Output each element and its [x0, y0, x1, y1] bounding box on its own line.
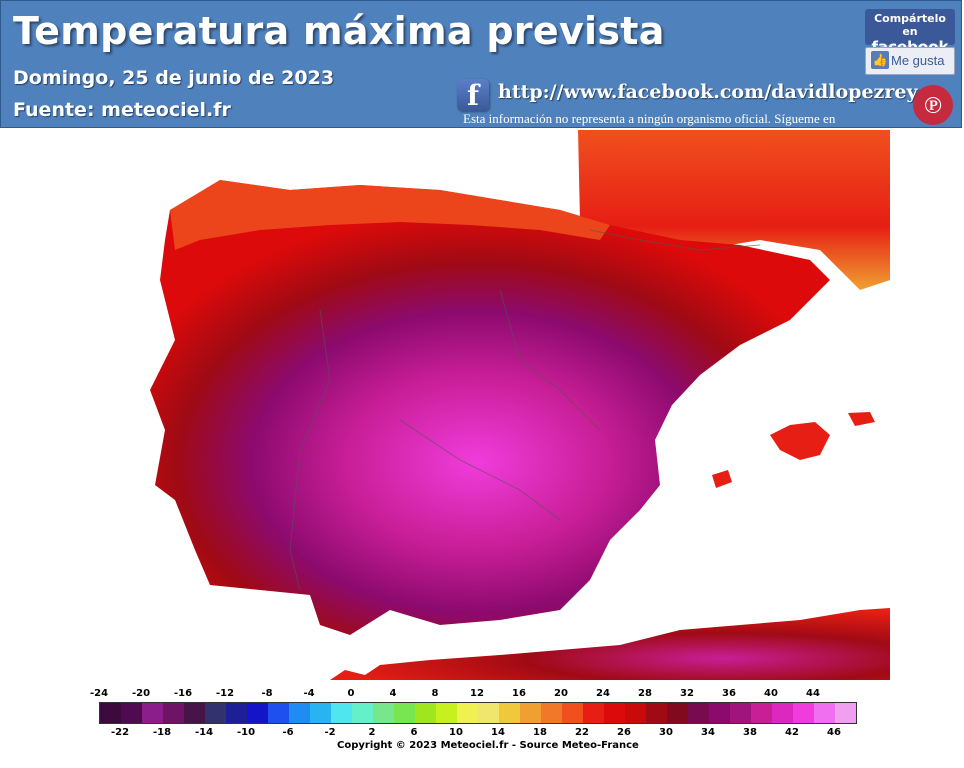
thumbs-up-icon: 👍: [871, 51, 889, 69]
legend-swatch: [247, 703, 268, 723]
legend-swatch: [457, 703, 478, 723]
page-title: Temperatura máxima prevista: [13, 9, 665, 53]
legend-tick-label: -22: [110, 727, 130, 738]
share-label: Compártelo en: [874, 12, 946, 38]
iberian-peninsula: [150, 180, 830, 635]
legend-swatch: [289, 703, 310, 723]
borders: [289, 229, 761, 591]
legend-swatch: [184, 703, 205, 723]
legend-swatch: [268, 703, 289, 723]
legend-swatch: [562, 703, 583, 723]
legend-tick-label: -4: [303, 688, 315, 699]
like-label: Me gusta: [891, 53, 945, 68]
legend-swatch: [541, 703, 562, 723]
legend-swatch: [814, 703, 835, 723]
legend-swatch: [100, 703, 121, 723]
legend-tick-label: 14: [491, 727, 505, 738]
legend-tick-label: 22: [575, 727, 589, 738]
color-legend: Copyright © 2023 Meteociel.fr - Source M…: [0, 684, 964, 768]
legend-tick-label: -10: [236, 727, 256, 738]
north-africa: [330, 608, 890, 680]
legend-swatch: [373, 703, 394, 723]
legend-swatch: [730, 703, 751, 723]
legend-tick-label: 4: [389, 688, 397, 699]
legend-tick-label: -24: [89, 688, 109, 699]
legend-tick-label: 28: [638, 688, 652, 699]
legend-swatch: [688, 703, 709, 723]
legend-swatch: [415, 703, 436, 723]
legend-swatch: [226, 703, 247, 723]
legend-tick-label: 12: [470, 688, 484, 699]
legend-tick-label: 8: [431, 688, 439, 699]
legend-tick-label: -20: [131, 688, 151, 699]
france-region: [578, 130, 890, 290]
legend-tick-label: 40: [764, 688, 778, 699]
legend-tick-label: -6: [282, 727, 294, 738]
copyright-text: Copyright © 2023 Meteociel.fr - Source M…: [337, 740, 639, 751]
legend-tick-label: 6: [410, 727, 418, 738]
legend-swatch: [331, 703, 352, 723]
legend-tick-label: 46: [827, 727, 841, 738]
legend-tick-label: 20: [554, 688, 568, 699]
legend-swatch: [436, 703, 457, 723]
legend-tick-label: -12: [215, 688, 235, 699]
legend-tick-label: 2: [368, 727, 376, 738]
legend-tick-label: -14: [194, 727, 214, 738]
legend-tick-label: 24: [596, 688, 610, 699]
share-facebook-button[interactable]: Compártelo en facebook: [865, 9, 955, 56]
like-button[interactable]: 👍 Me gusta: [865, 47, 955, 75]
legend-swatches: [99, 702, 857, 724]
legend-tick-label: 36: [722, 688, 736, 699]
menorca: [848, 412, 875, 426]
legend-swatch: [772, 703, 793, 723]
legend-swatch: [163, 703, 184, 723]
legend-tick-label: -16: [173, 688, 193, 699]
facebook-icon[interactable]: f: [457, 79, 489, 112]
legend-tick-label: 38: [743, 727, 757, 738]
header-banner: Temperatura máxima prevista Domingo, 25 …: [0, 0, 962, 128]
legend-tick-label: 32: [680, 688, 694, 699]
legend-swatch: [478, 703, 499, 723]
legend-swatch: [520, 703, 541, 723]
legend-swatch: [394, 703, 415, 723]
legend-tick-label: 30: [659, 727, 673, 738]
legend-tick-label: 42: [785, 727, 799, 738]
author-logo-icon[interactable]: ℗: [913, 85, 953, 125]
legend-swatch: [121, 703, 142, 723]
legend-swatch: [499, 703, 520, 723]
legend-swatch: [352, 703, 373, 723]
legend-tick-label: 34: [701, 727, 715, 738]
legend-swatch: [583, 703, 604, 723]
legend-tick-label: -2: [324, 727, 336, 738]
data-source: Fuente: meteociel.fr: [13, 99, 231, 121]
legend-tick-label: -8: [261, 688, 273, 699]
legend-swatch: [709, 703, 730, 723]
disclaimer-text: Esta información no representa a ningún …: [463, 111, 836, 126]
legend-swatch: [835, 703, 856, 723]
legend-swatch: [646, 703, 667, 723]
legend-swatch: [667, 703, 688, 723]
facebook-link[interactable]: http://www.facebook.com/davidlopezrey: [498, 81, 918, 103]
legend-tick-label: -18: [152, 727, 172, 738]
legend-swatch: [142, 703, 163, 723]
legend-tick-label: 44: [806, 688, 820, 699]
legend-tick-label: 18: [533, 727, 547, 738]
legend-swatch: [604, 703, 625, 723]
legend-tick-label: 0: [347, 688, 355, 699]
legend-swatch: [205, 703, 226, 723]
ibiza: [712, 470, 732, 488]
legend-tick-label: 26: [617, 727, 631, 738]
legend-tick-label: 10: [449, 727, 463, 738]
legend-swatch: [793, 703, 814, 723]
legend-swatch: [625, 703, 646, 723]
mallorca: [770, 422, 830, 460]
legend-tick-label: 16: [512, 688, 526, 699]
forecast-date: Domingo, 25 de junio de 2023: [13, 67, 335, 89]
legend-swatch: [751, 703, 772, 723]
temperature-map: [150, 130, 890, 680]
legend-swatch: [310, 703, 331, 723]
north-coast-band: [170, 180, 610, 250]
